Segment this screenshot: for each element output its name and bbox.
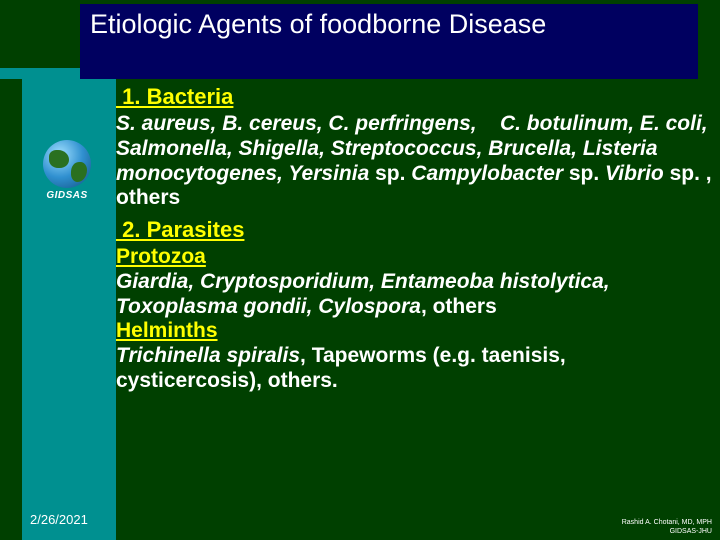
logo-label: GIDSAS (36, 190, 98, 201)
title-container: Etiologic Agents of foodborne Disease (80, 4, 698, 79)
credit-line-2: GIDSAS-JHU (622, 528, 712, 536)
section-heading-2: 2. Parasites (116, 217, 720, 243)
credit-block: Rashid A. Chotani, MD, MPH GIDSAS-JHU (622, 519, 712, 536)
credit-line-1: Rashid A. Chotani, MD, MPH (622, 519, 712, 527)
content-area: 1. Bacteria S. aureus, B. cereus, C. per… (116, 84, 720, 540)
globe-icon (43, 140, 91, 188)
section-body-1: S. aureus, B. cereus, C. perfringens, C.… (116, 112, 720, 211)
section-heading-1: 1. Bacteria (116, 84, 720, 110)
slide-title: Etiologic Agents of foodborne Disease (90, 9, 688, 40)
section-body-2: ProtozoaGiardia, Cryptosporidium, Entame… (116, 245, 720, 394)
logo-block: GIDSAS (36, 140, 98, 201)
slide-date: 2/26/2021 (30, 512, 88, 527)
